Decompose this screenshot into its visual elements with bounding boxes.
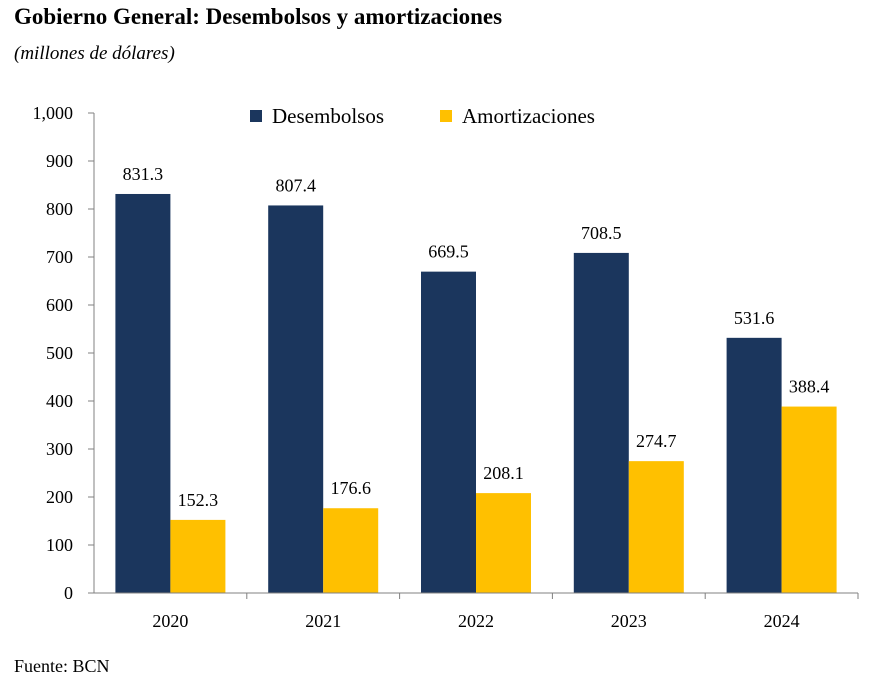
source-note: Fuente: BCN [14,656,110,676]
legend-layer: Desembolsos Amortizaciones [250,104,595,128]
bar-desembolsos-2021 [268,205,324,593]
y-tick-label-100: 100 [46,535,73,555]
bar-desembolsos-2020 [115,193,171,593]
y-tick-label-600: 600 [46,295,73,315]
y-tick-label-300: 300 [46,439,73,459]
legend-label-amortizaciones: Amortizaciones [462,104,595,128]
y-tick-label-800: 800 [46,199,73,219]
bar-amortizaciones-2021 [323,508,379,593]
data-label-amortizaciones-2024: 388.4 [789,377,830,397]
x-tick-label-2020: 2020 [152,611,188,631]
bar-amortizaciones-2020 [170,519,226,593]
bar-amortizaciones-2022 [476,493,531,593]
data-labels-layer: 831.3 152.3 807.4 176.6 669.5 208.1 708.5 274.7… [123,164,830,510]
y-tick-label-1,000: 1,000 [33,103,74,123]
data-label-amortizaciones-2023: 274.7 [636,431,677,451]
chart-subtitle: (millones de dólares) [14,43,175,64]
data-label-desembolsos-2021: 807.4 [275,175,316,195]
legend-label-desembolsos: Desembolsos [272,104,384,128]
x-tick-label-2022: 2022 [458,611,494,631]
legend-swatch-desembolsos [250,110,262,122]
y-tick-label-0: 0 [64,583,73,603]
data-label-amortizaciones-2020: 152.3 [178,490,219,510]
axes-layer: 2020 2021 2022 2023 2024 0 100 200 300 400 500 600 7… [33,103,859,631]
x-tick-label-2021: 2021 [305,611,341,631]
y-tick-label-700: 700 [46,247,73,267]
y-tick-label-400: 400 [46,391,73,411]
bar-desembolsos-2024 [726,337,782,593]
bar-amortizaciones-2024 [781,406,837,593]
bar-desembolsos-2022 [421,271,476,593]
y-tick-label-500: 500 [46,343,73,363]
y-tick-label-200: 200 [46,487,73,507]
data-label-desembolsos-2024: 531.6 [734,308,775,328]
x-tick-label-2024: 2024 [764,611,800,631]
data-label-desembolsos-2020: 831.3 [123,164,164,184]
bar-amortizaciones-2023 [628,461,684,593]
bar-desembolsos-2023 [573,252,629,594]
bars-layer [115,193,837,594]
legend-swatch-amortizaciones [440,110,452,122]
data-label-amortizaciones-2022: 208.1 [483,463,524,483]
x-tick-label-2023: 2023 [611,611,647,631]
data-label-desembolsos-2023: 708.5 [581,223,622,243]
y-tick-label-900: 900 [46,151,73,171]
chart-title: Gobierno General: Desembolsos y amortiza… [14,4,503,29]
data-label-amortizaciones-2021: 176.6 [330,478,371,498]
data-label-desembolsos-2022: 669.5 [428,242,469,262]
